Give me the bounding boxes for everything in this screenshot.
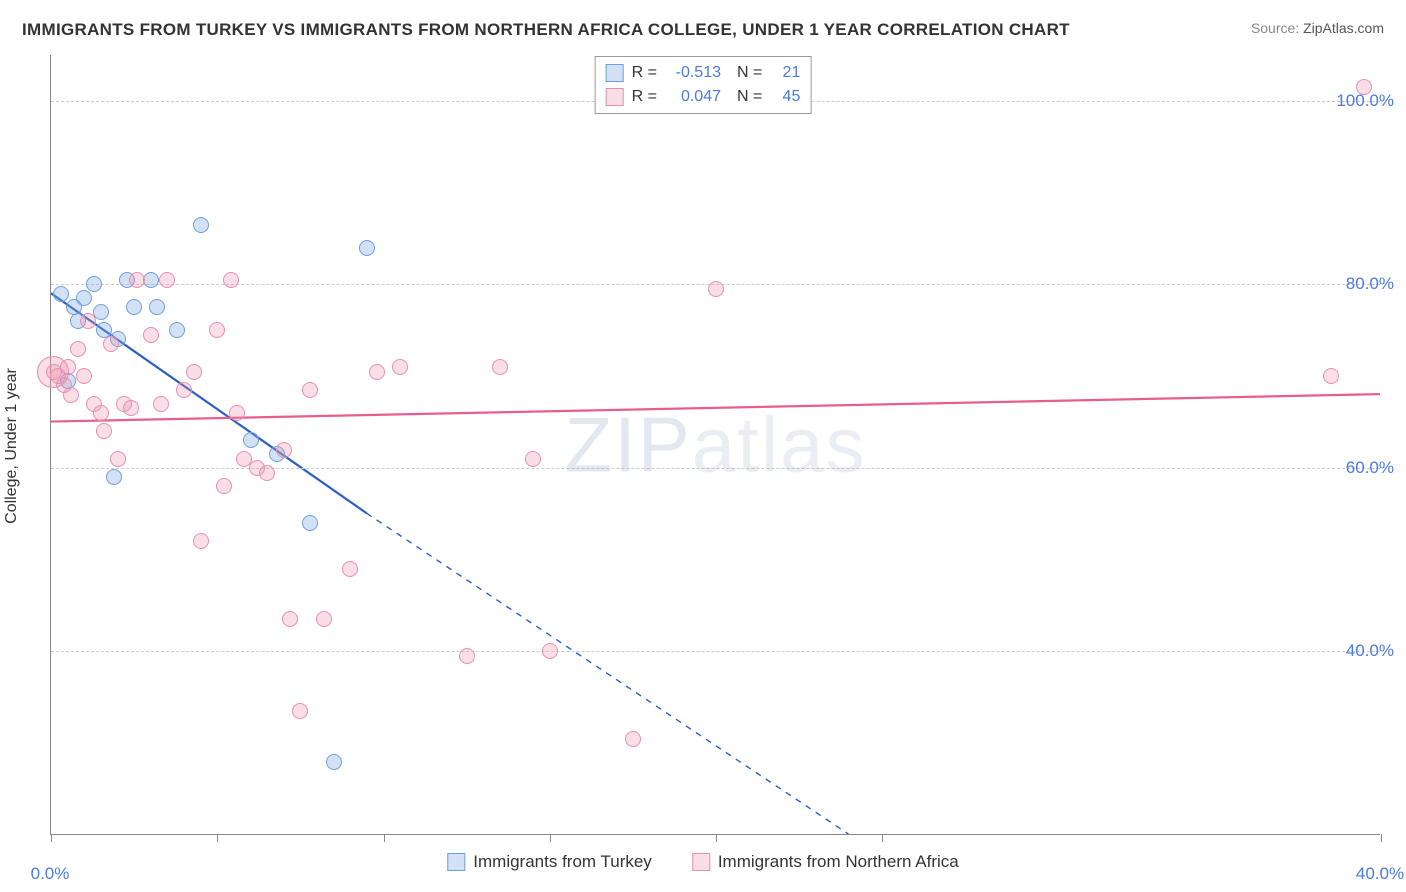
scatter-point xyxy=(153,396,169,412)
x-tick-label: 40.0% xyxy=(1356,864,1404,884)
scatter-point xyxy=(103,336,119,352)
scatter-point xyxy=(143,327,159,343)
n-value: 45 xyxy=(770,85,800,109)
legend-series-name: Immigrants from Turkey xyxy=(473,852,652,872)
r-value: 0.047 xyxy=(665,85,721,109)
scatter-point xyxy=(359,240,375,256)
scatter-point xyxy=(93,304,109,320)
scatter-point xyxy=(216,478,232,494)
scatter-point xyxy=(209,322,225,338)
watermark-bold: ZIP xyxy=(564,400,691,488)
y-axis-label: College, Under 1 year xyxy=(3,368,21,524)
scatter-point xyxy=(106,469,122,485)
scatter-point xyxy=(525,451,541,467)
scatter-point xyxy=(369,364,385,380)
scatter-point xyxy=(229,405,245,421)
bottom-legend: Immigrants from Turkey Immigrants from No… xyxy=(447,852,958,872)
scatter-point xyxy=(302,382,318,398)
scatter-point xyxy=(708,281,724,297)
scatter-point xyxy=(149,299,165,315)
scatter-point xyxy=(123,400,139,416)
watermark-thin: atlas xyxy=(692,400,867,488)
scatter-point xyxy=(96,423,112,439)
y-tick-label: 80.0% xyxy=(1346,274,1394,294)
scatter-point xyxy=(76,290,92,306)
bottom-legend-item: Immigrants from Northern Africa xyxy=(692,852,959,872)
x-tick-label: 0.0% xyxy=(31,864,70,884)
scatter-point xyxy=(176,382,192,398)
scatter-point xyxy=(243,432,259,448)
legend-swatch xyxy=(447,853,465,871)
y-tick-label: 40.0% xyxy=(1346,641,1394,661)
y-tick-label: 100.0% xyxy=(1336,91,1394,111)
scatter-point xyxy=(316,611,332,627)
trendline-solid xyxy=(51,394,1380,421)
scatter-point xyxy=(392,359,408,375)
scatter-point xyxy=(276,442,292,458)
scatter-point xyxy=(86,276,102,292)
scatter-point xyxy=(186,364,202,380)
n-label: N = xyxy=(737,85,762,109)
scatter-point xyxy=(282,611,298,627)
scatter-point xyxy=(259,465,275,481)
scatter-point xyxy=(76,368,92,384)
x-tick xyxy=(716,834,717,842)
stats-legend: R = -0.513 N = 21 R = 0.047 N = 45 xyxy=(595,56,812,114)
scatter-point xyxy=(223,272,239,288)
source-credit: Source: ZipAtlas.com xyxy=(1251,20,1384,36)
r-label: R = xyxy=(632,61,657,85)
trendline-dashed xyxy=(367,513,849,834)
r-value: -0.513 xyxy=(665,61,721,85)
r-label: R = xyxy=(632,85,657,109)
scatter-point xyxy=(625,731,641,747)
scatter-point xyxy=(292,703,308,719)
x-tick xyxy=(1381,834,1382,842)
x-tick xyxy=(217,834,218,842)
source-label: Source: xyxy=(1251,20,1299,36)
n-value: 21 xyxy=(770,61,800,85)
scatter-point xyxy=(63,387,79,403)
scatter-point xyxy=(193,217,209,233)
bottom-legend-item: Immigrants from Turkey xyxy=(447,852,652,872)
stats-legend-row: R = -0.513 N = 21 xyxy=(606,61,801,85)
x-tick xyxy=(384,834,385,842)
scatter-point xyxy=(110,451,126,467)
x-tick xyxy=(550,834,551,842)
scatter-point xyxy=(70,341,86,357)
scatter-point xyxy=(53,286,69,302)
gridline-h xyxy=(51,651,1380,652)
scatter-point xyxy=(159,272,175,288)
legend-swatch xyxy=(606,88,624,106)
n-label: N = xyxy=(737,61,762,85)
scatter-point xyxy=(1323,368,1339,384)
x-tick xyxy=(51,834,52,842)
stats-legend-row: R = 0.047 N = 45 xyxy=(606,85,801,109)
scatter-point xyxy=(129,272,145,288)
watermark: ZIPatlas xyxy=(564,399,866,490)
x-tick xyxy=(882,834,883,842)
scatter-point xyxy=(492,359,508,375)
y-tick-label: 60.0% xyxy=(1346,458,1394,478)
scatter-point xyxy=(193,533,209,549)
legend-swatch xyxy=(606,64,624,82)
scatter-point xyxy=(169,322,185,338)
scatter-point xyxy=(46,364,62,380)
scatter-point xyxy=(126,299,142,315)
scatter-point xyxy=(80,313,96,329)
source-value: ZipAtlas.com xyxy=(1303,20,1384,36)
chart-title: IMMIGRANTS FROM TURKEY VS IMMIGRANTS FRO… xyxy=(22,20,1070,40)
scatter-point xyxy=(302,515,318,531)
scatter-point xyxy=(459,648,475,664)
plot-area: ZIPatlas xyxy=(50,55,1380,835)
scatter-point xyxy=(93,405,109,421)
scatter-point xyxy=(326,754,342,770)
scatter-point xyxy=(542,643,558,659)
legend-series-name: Immigrants from Northern Africa xyxy=(718,852,959,872)
scatter-point xyxy=(342,561,358,577)
legend-swatch xyxy=(692,853,710,871)
